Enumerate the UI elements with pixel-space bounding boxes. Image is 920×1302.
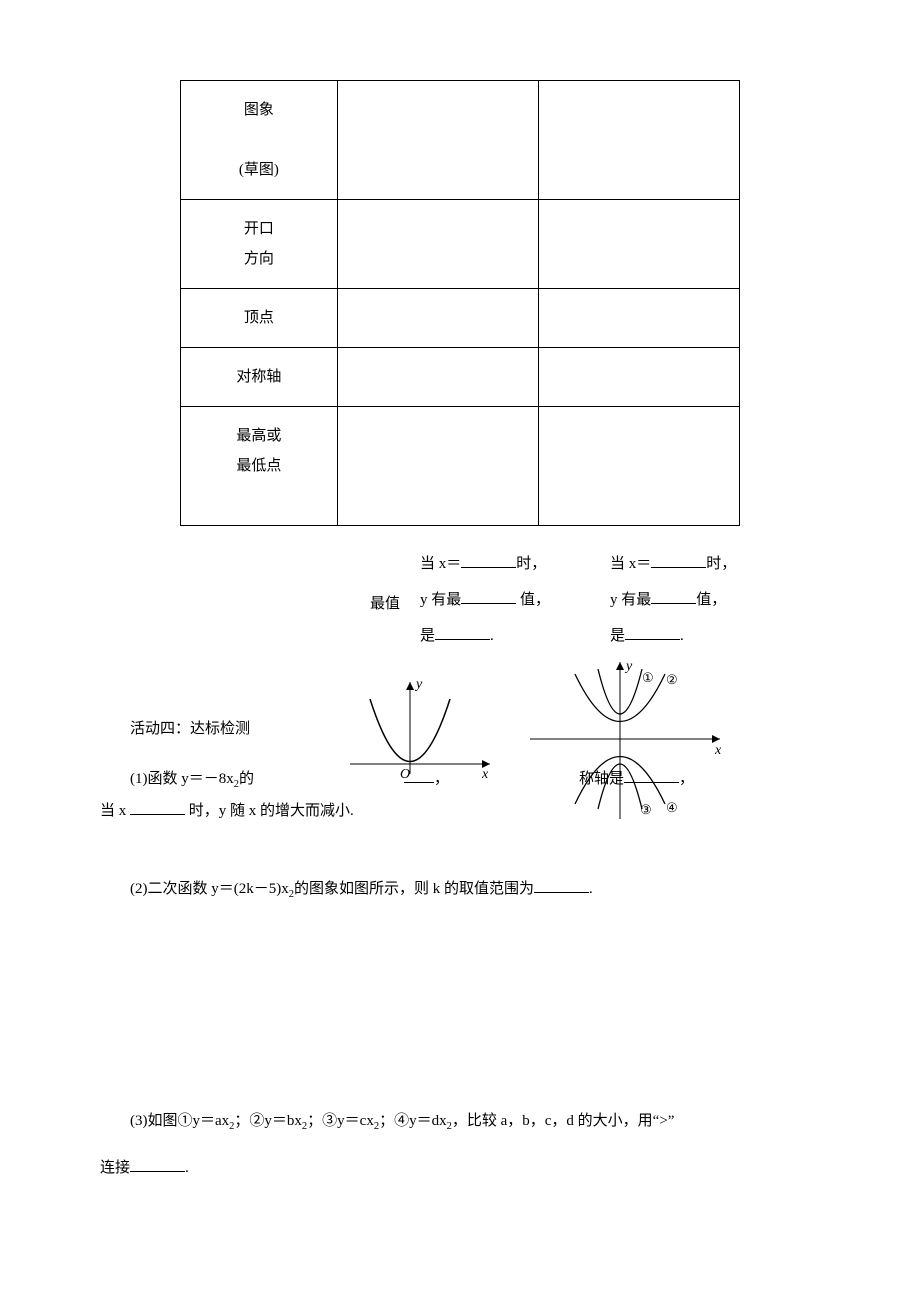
row-label: 对称轴 bbox=[181, 348, 338, 407]
text: 时，y 随 x 的增大而减小. bbox=[185, 803, 354, 819]
properties-table: 图象(草图) 开口方向 顶点 对称轴 最高或最低点 bbox=[180, 80, 740, 526]
text: (2)二次函数 y＝(2k－5)x bbox=[130, 881, 289, 897]
activity-4-title: 活动四：达标检测 bbox=[100, 684, 820, 746]
blank bbox=[435, 624, 490, 640]
cell bbox=[337, 81, 538, 200]
max-value-row: 最值 当 x＝ 时， y 有最 值， 是. 当 x＝ 时， y 有最 值， 是. bbox=[100, 546, 820, 654]
question-1-line1: (1)函数 y＝－8x2的，称轴是， bbox=[100, 746, 820, 796]
text: (1)函数 y＝－8x bbox=[130, 771, 234, 787]
text: 是 bbox=[420, 628, 435, 644]
text: 值， bbox=[696, 592, 726, 608]
text: ， bbox=[679, 771, 694, 787]
max-value-col-left: 当 x＝ 时， y 有最 值， 是. bbox=[420, 546, 610, 654]
text: ，比较 a，b，c，d 的大小，用“>” bbox=[452, 1113, 675, 1129]
text: (3)如图①y＝ax bbox=[130, 1113, 229, 1129]
text: . bbox=[490, 628, 494, 644]
max-value-col-right: 当 x＝ 时， y 有最 值， 是. bbox=[610, 546, 800, 654]
curve-label-1: ① bbox=[642, 670, 654, 685]
cell bbox=[538, 348, 739, 407]
blank bbox=[651, 588, 696, 604]
table-row: 图象(草图) bbox=[181, 81, 740, 200]
text: 当 x＝ bbox=[610, 556, 651, 572]
cell bbox=[337, 407, 538, 526]
text: ；③y＝cx bbox=[307, 1113, 374, 1129]
y-axis-label: y bbox=[624, 659, 633, 674]
activity-4: 活动四：达标检测 y x O bbox=[100, 684, 820, 1185]
row-label: 开口方向 bbox=[181, 200, 338, 289]
blank bbox=[534, 877, 589, 893]
table-row: 对称轴 bbox=[181, 348, 740, 407]
blank bbox=[130, 1156, 185, 1172]
text: 的图象如图所示，则 k 的取值范围为 bbox=[294, 881, 534, 897]
text: 连接 bbox=[100, 1160, 130, 1176]
text: 当 x＝ bbox=[420, 556, 461, 572]
blank bbox=[624, 767, 679, 783]
text: y 有最 bbox=[420, 592, 461, 608]
blank bbox=[130, 799, 185, 815]
row-label: 顶点 bbox=[181, 289, 338, 348]
text: ；④y＝dx bbox=[379, 1113, 447, 1129]
blank bbox=[461, 552, 516, 568]
max-value-label: 最值 bbox=[100, 546, 420, 654]
cell bbox=[538, 200, 739, 289]
cell bbox=[337, 348, 538, 407]
text: . bbox=[185, 1160, 189, 1176]
cell bbox=[538, 407, 739, 526]
blank bbox=[404, 767, 434, 783]
text: 是 bbox=[610, 628, 625, 644]
text: ；②y＝bx bbox=[234, 1113, 302, 1129]
cell bbox=[538, 289, 739, 348]
text: ， bbox=[434, 771, 449, 787]
blank bbox=[625, 624, 680, 640]
text: y 有最 bbox=[610, 592, 651, 608]
cell bbox=[337, 200, 538, 289]
text: 值， bbox=[516, 592, 550, 608]
text: 的 bbox=[239, 771, 254, 787]
curve-label-4: ④ bbox=[666, 800, 678, 815]
curve-label-3: ③ bbox=[640, 802, 652, 817]
table-row: 顶点 bbox=[181, 289, 740, 348]
row-label: 最高或最低点 bbox=[181, 407, 338, 526]
text: 称轴是 bbox=[579, 771, 624, 787]
question-3: (3)如图①y＝ax2；②y＝bx2；③y＝cx2；④y＝dx2，比较 a，b，… bbox=[100, 1106, 820, 1138]
text: 时， bbox=[706, 556, 736, 572]
blank bbox=[461, 588, 516, 604]
question-3-line2: 连接. bbox=[100, 1153, 820, 1185]
table-row: 最高或最低点 bbox=[181, 407, 740, 526]
cell bbox=[538, 81, 739, 200]
text: . bbox=[589, 881, 593, 897]
question-2: (2)二次函数 y＝(2k－5)x2的图象如图所示，则 k 的取值范围为. bbox=[100, 874, 820, 906]
text: 时， bbox=[516, 556, 546, 572]
table-row: 开口方向 bbox=[181, 200, 740, 289]
cell bbox=[337, 289, 538, 348]
row-label: 图象(草图) bbox=[181, 81, 338, 200]
text: 当 x bbox=[100, 803, 130, 819]
text: . bbox=[680, 628, 684, 644]
blank bbox=[651, 552, 706, 568]
